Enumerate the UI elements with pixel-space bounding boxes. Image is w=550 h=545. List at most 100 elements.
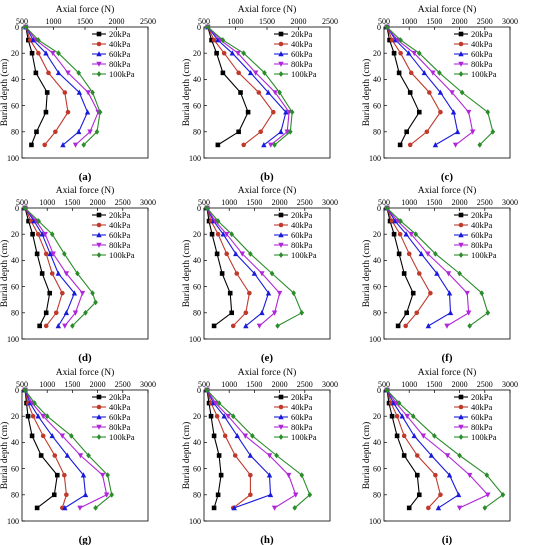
data-point — [64, 492, 69, 498]
data-point — [268, 142, 274, 148]
data-point — [30, 37, 37, 43]
legend-label: 80kPa — [471, 59, 492, 69]
data-point — [90, 89, 95, 96]
data-point — [32, 400, 37, 406]
data-point — [398, 50, 403, 56]
data-point — [93, 505, 98, 511]
legend-swatch-marker — [96, 242, 102, 248]
series-line-40kPa — [386, 26, 442, 146]
legend-label: 80kPa — [471, 240, 492, 250]
series-line-100kPa — [206, 389, 311, 509]
data-point — [77, 505, 83, 511]
data-point — [43, 50, 49, 56]
data-point — [435, 505, 442, 511]
data-point — [76, 69, 81, 76]
legend-label: 100kPa — [109, 432, 135, 442]
data-point — [428, 452, 435, 458]
y-tick-label: 0 — [15, 23, 19, 32]
data-point — [214, 413, 220, 419]
data-point — [452, 142, 459, 148]
data-point — [81, 142, 87, 148]
data-point — [258, 129, 264, 135]
data-point — [22, 387, 28, 393]
data-point — [477, 142, 483, 148]
series-line-60kPa — [25, 26, 89, 146]
data-point — [90, 290, 95, 297]
data-point — [416, 271, 422, 276]
data-point — [43, 323, 49, 329]
y-axis-label: Burial depth (cm) — [0, 240, 10, 308]
data-point — [455, 491, 462, 498]
data-point — [466, 472, 473, 479]
data-point — [62, 323, 68, 329]
data-point — [39, 271, 45, 276]
data-point — [47, 250, 53, 257]
y-tick-label: 60 — [11, 101, 19, 110]
data-point — [222, 433, 228, 439]
data-point — [235, 50, 241, 57]
data-point — [299, 472, 305, 479]
chart-panel-b: Axial force (N)Burial depth (cm)500 1000 1… — [181, 4, 338, 183]
x-tick-label: 3000 — [322, 380, 338, 389]
legend-label: 40kPa — [109, 402, 130, 412]
data-point — [482, 505, 488, 511]
data-point — [84, 109, 91, 115]
y-tick-label: 0 — [15, 386, 19, 395]
x-tick-label: 500 — [198, 17, 210, 26]
data-point — [76, 128, 82, 135]
data-point — [219, 271, 225, 276]
data-point — [384, 205, 390, 211]
data-point — [399, 413, 405, 419]
data-point — [465, 310, 472, 316]
chart-panel-g: Axial force (N)Burial depth (cm)500 1000 1… — [0, 367, 156, 545]
legend-label: 80kPa — [109, 59, 130, 69]
legend-label: 100kPa — [471, 69, 497, 79]
legend-label: 20kPa — [471, 392, 492, 402]
data-point — [220, 70, 226, 76]
data-point — [389, 37, 395, 43]
data-point — [414, 310, 420, 316]
y-tick-label: 40 — [373, 256, 381, 265]
legend-label: 80kPa — [291, 59, 312, 69]
data-point — [271, 505, 278, 511]
data-point — [438, 492, 443, 498]
x-tick-label: 1500 — [259, 17, 275, 26]
data-point — [204, 205, 210, 211]
x-tick-label: 1500 — [77, 17, 93, 26]
data-point — [38, 453, 44, 458]
data-point — [44, 413, 50, 420]
x-tick-label: 1500 — [426, 380, 442, 389]
series-line-80kPa — [24, 207, 84, 327]
data-point — [215, 37, 221, 43]
data-point — [248, 250, 253, 257]
y-tick-label: 20 — [11, 412, 19, 421]
data-point — [410, 290, 416, 296]
x-tick-label: 2500 — [140, 17, 156, 26]
data-point — [212, 218, 218, 224]
data-point — [413, 231, 419, 238]
x-axis-label: Axial force (N) — [56, 367, 115, 378]
y-tick-label: 80 — [373, 491, 381, 500]
y-tick-label: 40 — [11, 75, 19, 84]
y-tick-label: 20 — [193, 49, 201, 58]
legend-label: 80kPa — [109, 422, 130, 432]
legend-swatch-marker — [278, 434, 284, 440]
x-tick-label: 2000 — [90, 198, 106, 207]
data-point — [80, 472, 87, 478]
legend-swatch-marker — [278, 252, 284, 258]
data-point — [218, 472, 224, 478]
data-point — [266, 453, 273, 459]
chart-panel-c: Axial force (N)Burial depth (cm)500 1000 1… — [361, 4, 518, 183]
data-point — [72, 310, 79, 316]
data-point — [437, 69, 442, 76]
data-point — [288, 128, 293, 135]
legend-label: 20kPa — [109, 392, 130, 402]
legend-label: 100kPa — [109, 250, 135, 260]
series-line-80kPa — [206, 389, 297, 509]
plot-frame — [383, 389, 511, 522]
legend-label: 60kPa — [291, 412, 312, 422]
data-point — [438, 109, 443, 115]
data-point — [215, 218, 221, 224]
x-tick-label: 1000 — [221, 380, 237, 389]
data-point — [432, 142, 439, 148]
